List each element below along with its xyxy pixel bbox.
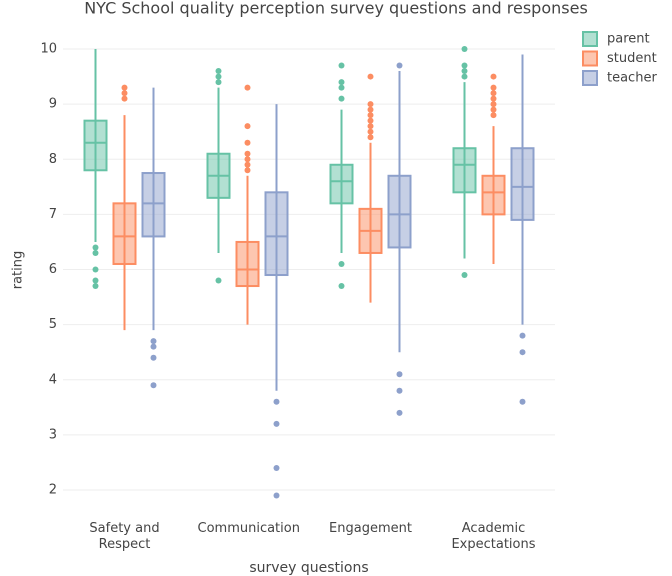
y-axis-title: rating [11,251,26,290]
outlier [396,387,403,394]
outlier [338,260,345,267]
outlier [92,249,99,256]
x-axis-title: survey questions [249,560,368,576]
outlier [461,272,468,279]
box [510,147,535,221]
outlier [273,464,280,471]
legend-label: student [607,51,657,66]
outlier [244,150,251,157]
outlier [215,68,222,75]
box [141,172,166,238]
outlier [490,95,497,102]
outlier [338,95,345,102]
box [481,174,506,216]
outlier [92,266,99,273]
x-tick-label: Communication [197,521,300,536]
outlier [461,68,468,75]
box [329,163,354,205]
box [264,191,289,277]
outlier [367,101,374,108]
outlier [244,161,251,168]
y-tick-label: 10 [40,42,57,57]
outlier [244,123,251,130]
outlier [215,277,222,284]
box [452,147,477,194]
outlier [519,349,526,356]
outlier [273,398,280,405]
y-tick-label: 6 [49,262,57,277]
outlier [92,283,99,290]
outlier [490,90,497,97]
outlier [273,420,280,427]
x-tick-label: Safety and Respect [89,521,160,552]
outlier [215,79,222,86]
outlier [150,343,157,350]
outlier [121,90,128,97]
outlier [490,112,497,119]
outlier [215,73,222,80]
outlier [396,371,403,378]
y-tick-label: 8 [49,152,57,167]
outlier [461,73,468,80]
box [235,240,260,288]
outlier [150,382,157,389]
outlier [244,167,251,174]
legend-swatch [582,31,598,47]
outlier [490,84,497,91]
outlier [338,84,345,91]
box [387,174,412,249]
outlier [367,117,374,124]
chart-title: NYC School quality perception survey que… [84,0,588,18]
box [112,202,137,265]
outlier [150,354,157,361]
outlier [367,73,374,80]
outlier [490,106,497,113]
outlier [338,79,345,86]
legend-label: parent [607,32,650,47]
outlier [367,128,374,135]
x-tick-label: Engagement [329,521,412,536]
outlier [92,244,99,251]
outlier [367,134,374,141]
outlier [396,409,403,416]
y-tick-label: 2 [49,483,57,498]
outlier [367,123,374,130]
legend-swatch [582,70,598,86]
y-tick-label: 3 [49,427,57,442]
outlier [519,332,526,339]
outlier [367,112,374,119]
y-tick-label: 7 [49,207,57,222]
y-tick-label: 9 [49,97,57,112]
outlier [519,398,526,405]
outlier [338,283,345,290]
outlier [150,338,157,345]
y-tick-label: 5 [49,317,57,332]
outlier [121,95,128,102]
outlier [461,46,468,52]
legend-swatch [582,50,598,67]
outlier [244,139,251,146]
x-tick-label: Academic Expectations [451,521,536,552]
outlier [92,277,99,284]
outlier [461,62,468,69]
outlier [121,84,128,91]
outlier [490,101,497,108]
outlier [367,106,374,113]
outlier [396,62,403,69]
outlier [244,84,251,91]
box [83,119,108,172]
y-tick-label: 4 [49,372,57,387]
outlier [273,492,280,499]
outlier [338,62,345,69]
legend-label: teacher [607,71,657,86]
outlier [244,156,251,163]
outlier [490,73,497,80]
